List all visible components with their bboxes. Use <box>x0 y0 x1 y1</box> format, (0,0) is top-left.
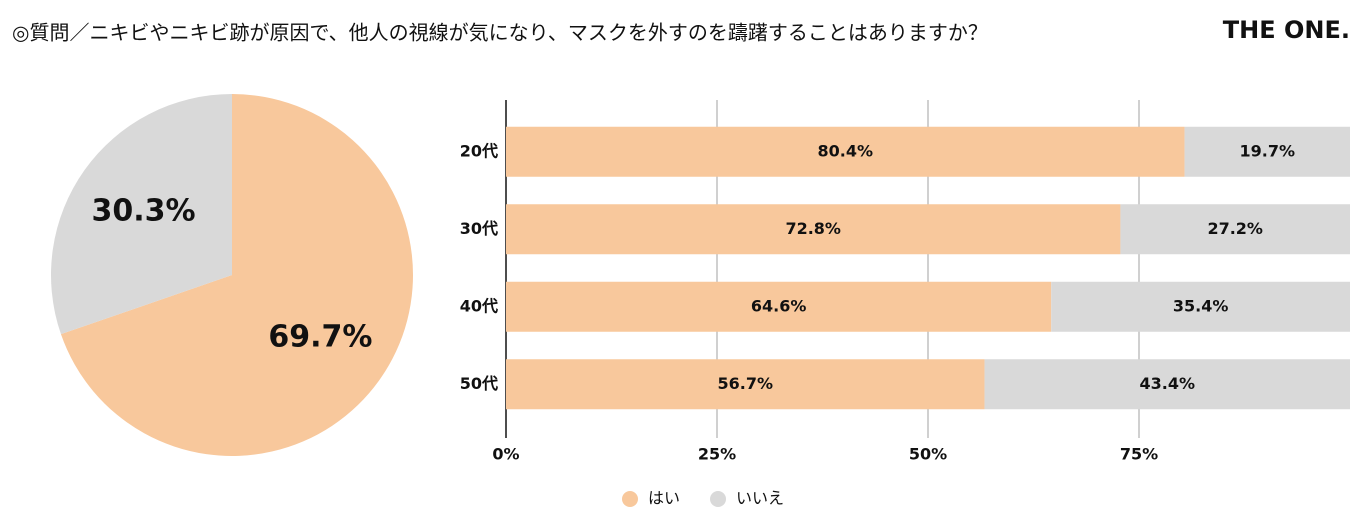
bar-segment <box>506 126 1185 177</box>
x-tick-label: 25% <box>698 445 736 464</box>
y-tick-label: 30代 <box>460 219 498 238</box>
bar-label: 64.6% <box>751 296 807 315</box>
bar-label: 72.8% <box>785 219 841 238</box>
y-tick-label: 50代 <box>460 374 498 393</box>
brand: THE ONE. <box>1223 16 1350 44</box>
bar-label: 27.2% <box>1207 219 1263 238</box>
bar-segment <box>1184 126 1350 177</box>
y-tick-label: 40代 <box>460 296 498 315</box>
question-title: ◎質問／ニキビやニキビ跡が原因で、他人の視線が気になり、マスクを外すのを躊躇する… <box>12 21 988 45</box>
legend-label: いいえ <box>736 489 784 508</box>
bar-segment <box>1051 281 1350 332</box>
bar-label: 80.4% <box>818 141 874 160</box>
bar-segment <box>506 359 985 410</box>
bar-segment <box>984 359 1350 410</box>
legend-marker <box>622 491 638 507</box>
bar-segment <box>1120 204 1350 255</box>
x-tick-label: 50% <box>909 445 947 464</box>
bar-label: 19.7% <box>1240 141 1296 160</box>
bar-label: 35.4% <box>1173 296 1229 315</box>
pie-label: 30.3% <box>92 193 196 228</box>
x-tick-label: 0% <box>492 445 519 464</box>
legend-label: はい <box>648 489 680 508</box>
pie-label: 69.7% <box>268 320 372 355</box>
x-tick-label: 75% <box>1120 445 1158 464</box>
y-tick-label: 20代 <box>460 141 498 160</box>
legend-marker <box>710 491 727 507</box>
bar-segment <box>506 281 1052 332</box>
bar-label: 43.4% <box>1140 374 1196 393</box>
pie-slice <box>60 94 413 456</box>
bar-segment <box>506 204 1121 255</box>
pie-slice <box>50 94 232 335</box>
bar-label: 56.7% <box>718 374 774 393</box>
